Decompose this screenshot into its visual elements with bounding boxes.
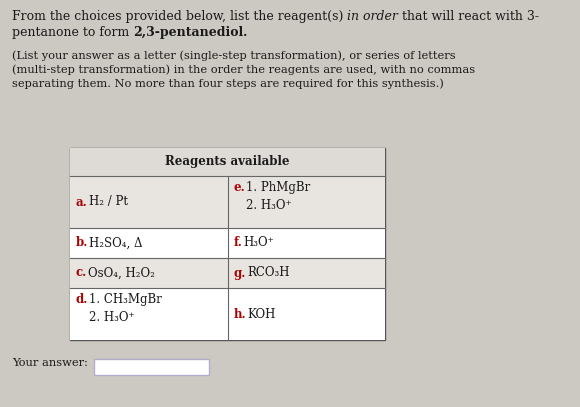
Text: e.: e. — [234, 181, 245, 194]
Text: pentanone to form: pentanone to form — [12, 26, 133, 39]
Bar — [94, 359, 209, 375]
Text: KOH: KOH — [247, 308, 276, 320]
Bar — [70, 148, 385, 176]
Bar — [70, 148, 385, 340]
Text: Reagents available: Reagents available — [165, 155, 290, 168]
Bar — [70, 288, 385, 340]
Text: b.: b. — [76, 236, 88, 249]
Text: in order: in order — [347, 10, 398, 23]
Text: .: . — [244, 26, 248, 39]
Text: From the choices provided below, list the reagent(s): From the choices provided below, list th… — [12, 10, 347, 23]
Text: H₃O⁺: H₃O⁺ — [244, 236, 274, 249]
Text: OsO₄, H₂O₂: OsO₄, H₂O₂ — [88, 267, 155, 280]
Bar — [70, 176, 385, 228]
Text: h.: h. — [234, 308, 246, 320]
Text: 2,3-pentanediol: 2,3-pentanediol — [133, 26, 244, 39]
Text: d.: d. — [76, 293, 88, 306]
Bar — [70, 228, 385, 258]
Bar — [70, 258, 385, 288]
Text: 1. CH₃MgBr
2. H₃O⁺: 1. CH₃MgBr 2. H₃O⁺ — [89, 293, 162, 324]
Text: f.: f. — [234, 236, 242, 249]
Text: Your answer:: Your answer: — [12, 358, 88, 368]
Text: that will react with 3-: that will react with 3- — [398, 10, 539, 23]
Text: c.: c. — [76, 267, 87, 280]
Text: RCO₃H: RCO₃H — [247, 267, 289, 280]
Text: a.: a. — [76, 195, 88, 208]
Text: g.: g. — [234, 267, 246, 280]
Text: (List your answer as a letter (single-step transformation), or series of letters: (List your answer as a letter (single-st… — [12, 50, 475, 90]
Text: H₂ / Pt: H₂ / Pt — [89, 195, 128, 208]
Text: H₂SO₄, Δ: H₂SO₄, Δ — [89, 236, 143, 249]
Text: 1. PhMgBr
2. H₃O⁺: 1. PhMgBr 2. H₃O⁺ — [246, 181, 310, 212]
